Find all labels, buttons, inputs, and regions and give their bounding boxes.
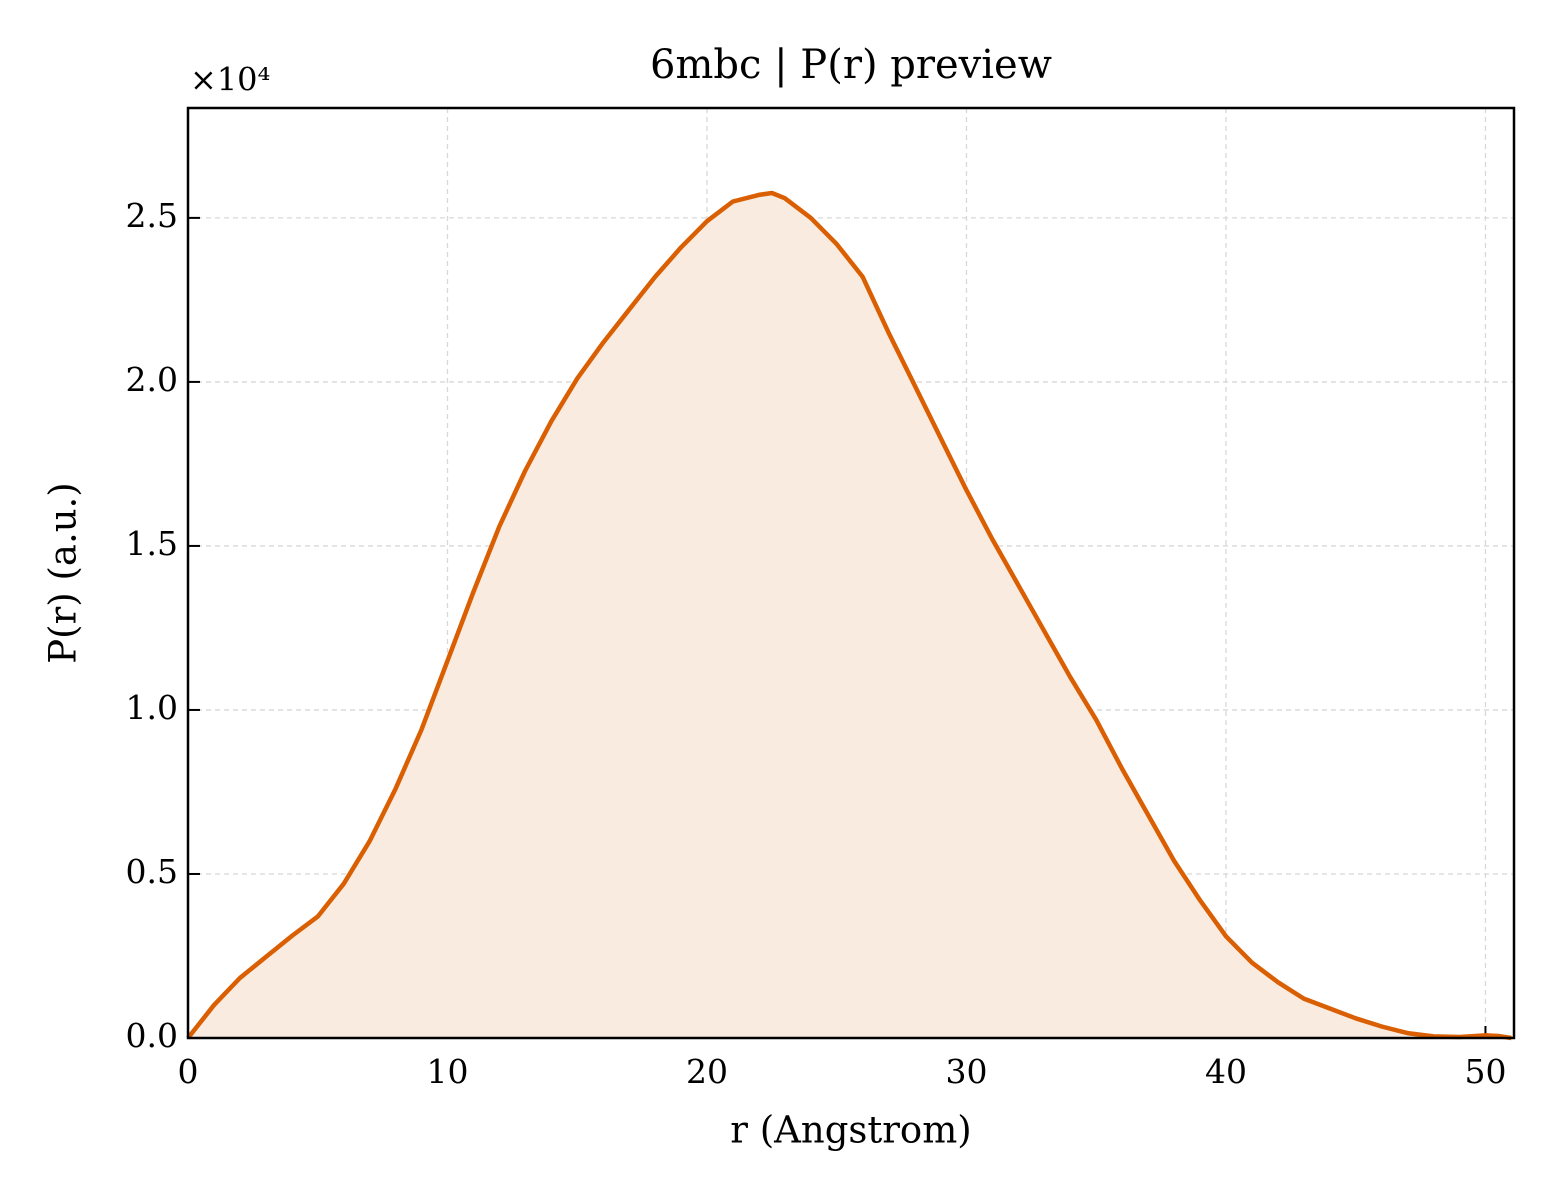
y-tick-label: 2.5 bbox=[126, 196, 178, 235]
x-tick-label: 0 bbox=[178, 1052, 199, 1091]
area bbox=[188, 193, 1512, 1038]
y-tick-label: 2.0 bbox=[126, 360, 178, 399]
plot-frame bbox=[186, 106, 1516, 1040]
y-offset-label: ×10⁴ bbox=[190, 61, 270, 99]
x-tick-label: 50 bbox=[1464, 1052, 1506, 1091]
y-tick-label: 0.5 bbox=[126, 852, 178, 891]
x-axis-label: r (Angstrom) bbox=[730, 1109, 971, 1152]
x-tick-label: 20 bbox=[686, 1052, 728, 1091]
y-tick-label: 1.5 bbox=[126, 524, 178, 563]
y-axis-label: P(r) (a.u.) bbox=[42, 482, 85, 664]
x-tick-label: 40 bbox=[1205, 1052, 1247, 1091]
chart-title: 6mbc | P(r) preview bbox=[650, 42, 1052, 88]
x-tick-label: 30 bbox=[945, 1052, 987, 1091]
x-tick-label: 10 bbox=[426, 1052, 468, 1091]
y-tick-label: 1.0 bbox=[126, 688, 178, 727]
y-tick-label: 0.0 bbox=[126, 1016, 178, 1055]
line bbox=[186, 190, 1512, 1041]
